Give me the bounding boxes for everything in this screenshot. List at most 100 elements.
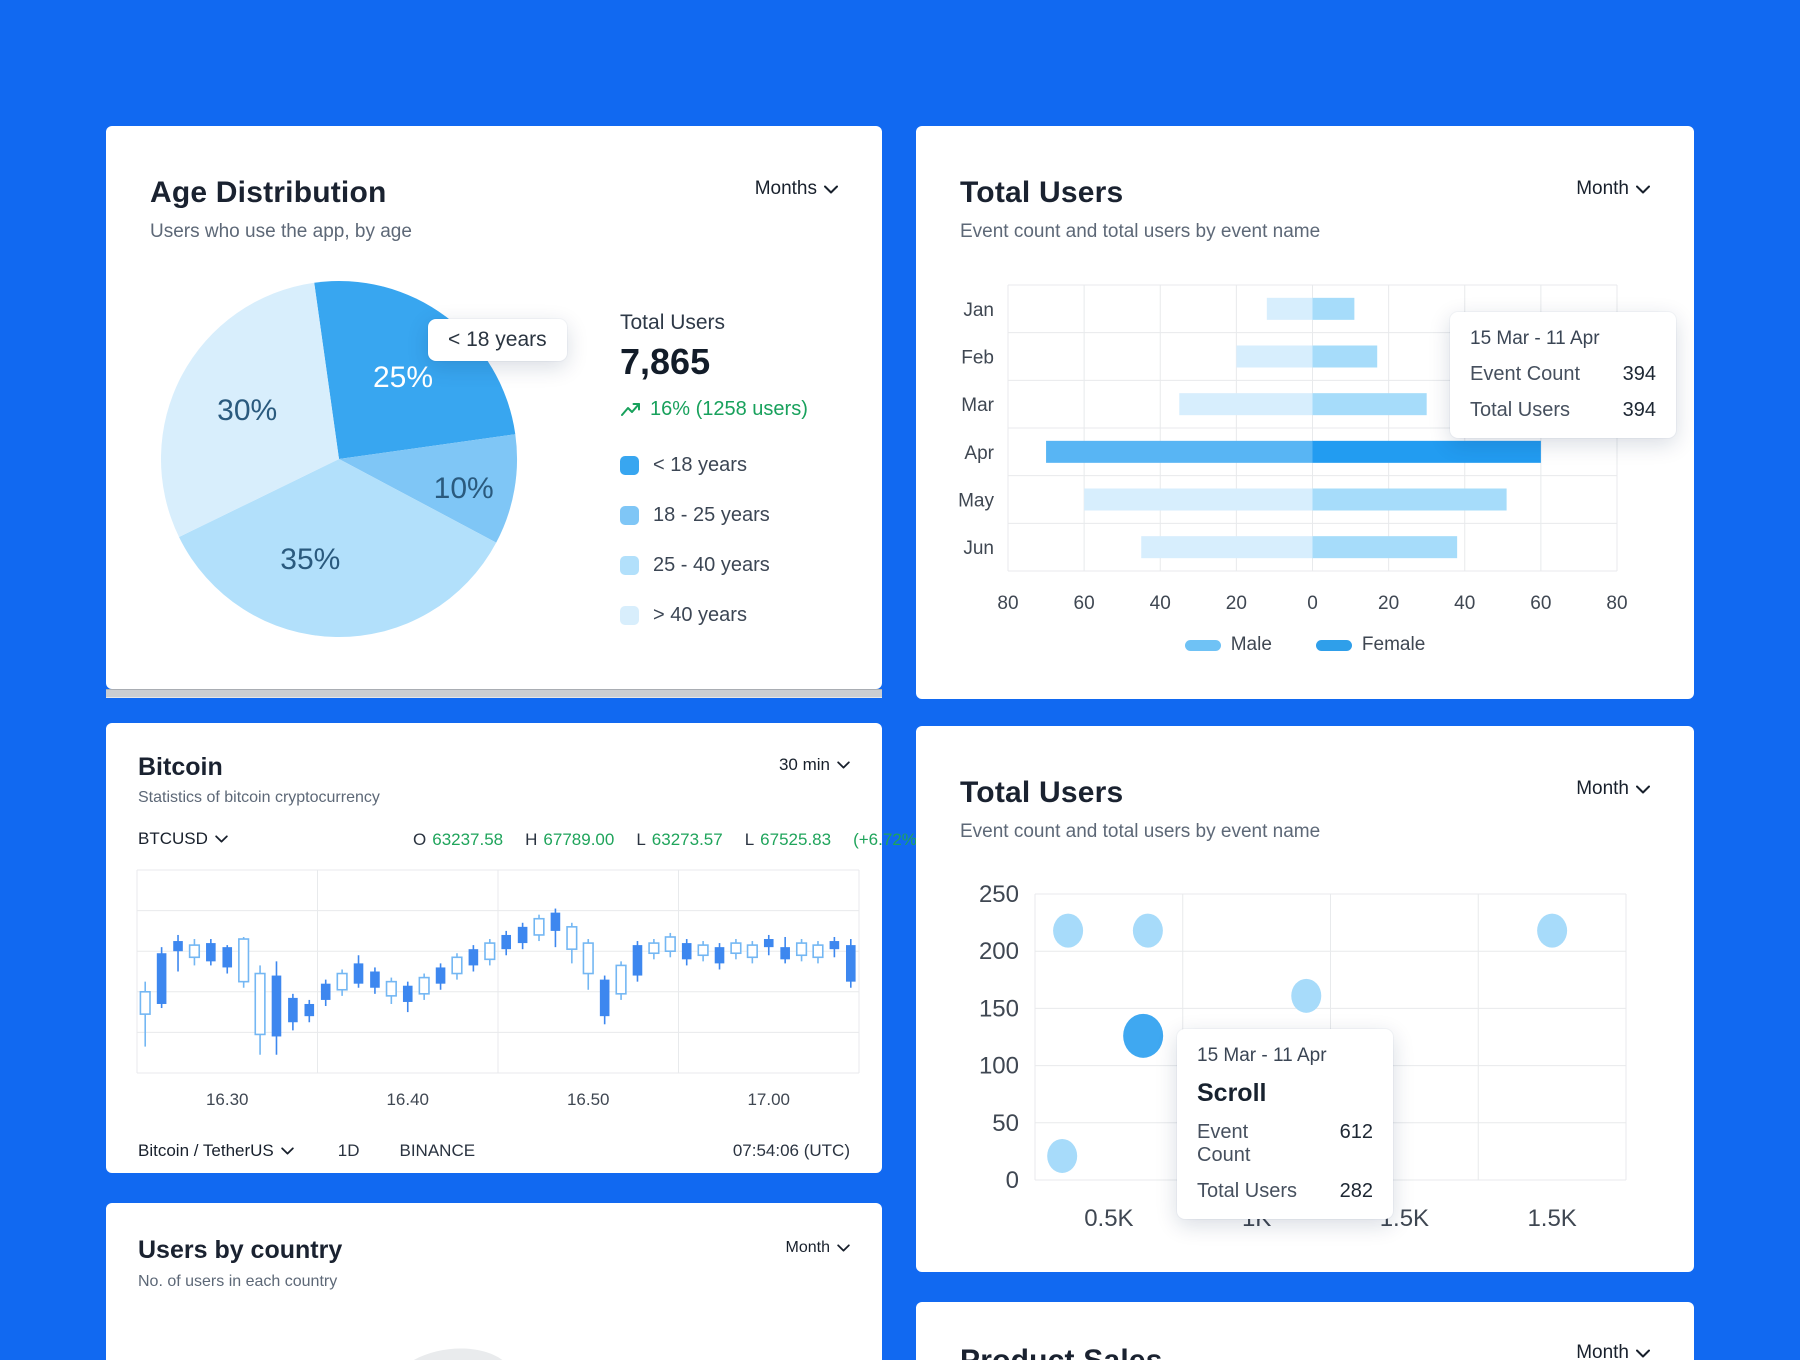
interval-label[interactable]: 1D <box>337 1141 360 1160</box>
bitcoin-interval-dropdown[interactable]: 30 min <box>779 755 850 775</box>
x-tick-label: 16.40 <box>386 1090 429 1109</box>
candle-body <box>697 944 709 957</box>
age-distribution-card: Age Distribution Users who use the app, … <box>106 126 882 689</box>
bar-male-Feb <box>1236 345 1313 368</box>
candle-body <box>173 941 183 952</box>
legend-swatch <box>620 556 639 575</box>
product-period-dropdown[interactable]: Month <box>1576 1342 1650 1360</box>
candle-body <box>206 943 216 962</box>
pie-slice-2 <box>179 459 497 638</box>
chevron-down-icon <box>1636 185 1650 193</box>
candle-body <box>451 956 463 975</box>
pie-slice-label: 25% <box>373 361 433 394</box>
legend-item: Female <box>1315 634 1425 656</box>
candle-body <box>271 975 282 1037</box>
x-tick-label: 16.30 <box>206 1090 249 1109</box>
candle-body <box>336 972 348 991</box>
legend-label: Male <box>1230 634 1272 655</box>
scatter-point <box>1053 913 1084 948</box>
pie-slice-label: 35% <box>280 543 340 576</box>
bar-male-Jan <box>1266 297 1313 320</box>
legend-item: Male <box>1184 634 1272 656</box>
map-landmass <box>413 1348 503 1360</box>
scatter-period-dropdown[interactable]: Month <box>1576 778 1650 800</box>
scatter-card-subtitle: Event count and total users by event nam… <box>960 821 1321 842</box>
bar-female-Jan <box>1312 297 1355 320</box>
bitcoin-subtitle: Statistics of bitcoin cryptocurrency <box>138 789 380 806</box>
legend-swatch <box>1315 639 1352 651</box>
pie-slice-label: 10% <box>434 472 494 505</box>
candle-body <box>156 953 167 1004</box>
tooltip-row: Total Users 394 <box>1470 399 1656 421</box>
y-tick-label: 100 <box>979 1053 1019 1080</box>
scatter-point-highlighted <box>1123 1013 1164 1058</box>
candle-body <box>222 947 233 968</box>
candle-body <box>780 947 790 960</box>
legend-item: 18 - 25 years <box>620 504 770 527</box>
candle-body <box>188 944 201 959</box>
x-tick-label: 80 <box>997 593 1018 614</box>
bar-period-dropdown[interactable]: Month <box>1576 178 1650 200</box>
chevron-down-icon <box>824 185 838 193</box>
legend-swatch <box>1184 639 1221 651</box>
x-tick-label: 1.5K <box>1527 1205 1576 1232</box>
bar-female-Jun <box>1312 536 1458 559</box>
age-period-dropdown[interactable]: Months <box>755 178 838 200</box>
candle-body <box>845 945 856 982</box>
scatter-point <box>1047 1138 1078 1173</box>
chevron-down-icon <box>1636 785 1650 793</box>
tooltip-date: 15 Mar - 11 Apr <box>1197 1045 1327 1066</box>
pie-slice-1 <box>339 434 518 543</box>
candle-body <box>402 985 413 1002</box>
candle-body <box>599 979 610 1017</box>
exchange-label[interactable]: BINANCE <box>399 1141 476 1160</box>
candle-body <box>664 936 676 953</box>
legend-item: 25 - 40 years <box>620 554 770 577</box>
world-map <box>413 1348 503 1360</box>
time-label: 07:54:06 (UTC) <box>732 1141 850 1160</box>
chevron-down-icon <box>215 835 228 843</box>
pair-dropdown[interactable]: Bitcoin / TetherUS <box>138 1141 294 1161</box>
scatter-point <box>1132 913 1163 948</box>
legend-item: > 40 years <box>620 604 770 627</box>
product-sales-card: Product Sales Month <box>916 1302 1694 1360</box>
y-category-label: Jan <box>963 300 994 321</box>
x-tick-label: 60 <box>1530 593 1551 614</box>
bar-card-subtitle: Event count and total users by event nam… <box>960 221 1321 242</box>
tooltip-row: Event Count 612 <box>1197 1121 1373 1166</box>
country-subtitle: No. of users in each country <box>138 1273 338 1290</box>
legend-label: 25 - 40 years <box>653 554 770 576</box>
bitcoin-symbol-dropdown[interactable]: BTCUSD <box>138 829 228 849</box>
bitcoin-title: Bitcoin <box>138 753 223 781</box>
chevron-down-icon <box>837 761 850 769</box>
tooltip-row: Event Count 394 <box>1470 363 1656 385</box>
candle-body <box>812 944 824 959</box>
country-period-dropdown[interactable]: Month <box>786 1239 850 1257</box>
bar-male-Jun <box>1141 536 1313 559</box>
legend-label: > 40 years <box>653 604 747 626</box>
bar-male-Apr <box>1046 440 1313 463</box>
x-tick-label: 40 <box>1150 593 1171 614</box>
candle-body <box>763 939 774 948</box>
legend-swatch <box>620 606 639 625</box>
candle-body <box>829 941 840 950</box>
candle-body <box>238 938 250 983</box>
y-category-label: Feb <box>961 348 994 369</box>
candle-body <box>370 971 380 988</box>
candle-body <box>582 942 594 975</box>
chevron-down-icon <box>837 1244 850 1252</box>
x-tick-label: 0.5K <box>1084 1205 1133 1232</box>
pie-tooltip: < 18 years <box>428 319 567 361</box>
bar-tooltip: 15 Mar - 11 Apr Event Count 394 Total Us… <box>1450 312 1676 438</box>
candle-body <box>385 980 397 997</box>
chevron-down-icon <box>1636 1349 1650 1357</box>
candle-body <box>566 926 578 950</box>
bitcoin-card: Bitcoin Statistics of bitcoin cryptocurr… <box>106 723 923 1173</box>
candle-body <box>353 963 364 984</box>
scatter-tooltip: 15 Mar - 11 Apr Scroll Event Count 612 T… <box>1177 1029 1393 1219</box>
ohlc-value: H 67789.00 <box>525 830 615 849</box>
horizontal-scrollbar[interactable] <box>106 689 882 698</box>
bitcoin-candlestick-chart: 16.30 16.40 16.50 17.00 <box>136 869 860 1109</box>
trend-indicator: 16% (1258 users) <box>620 398 808 421</box>
